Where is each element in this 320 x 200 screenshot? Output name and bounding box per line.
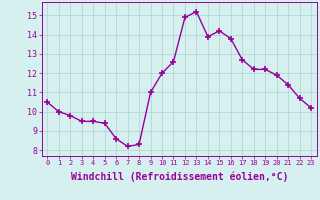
X-axis label: Windchill (Refroidissement éolien,°C): Windchill (Refroidissement éolien,°C) (70, 172, 288, 182)
